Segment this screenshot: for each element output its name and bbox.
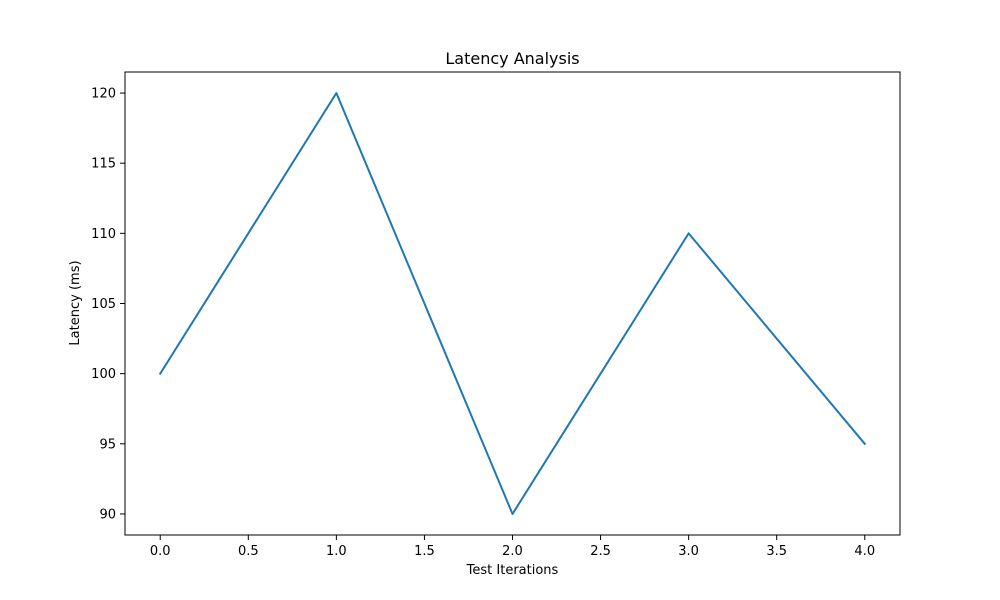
x-tick-label: 0.5 [238, 544, 259, 559]
chart-title: Latency Analysis [445, 49, 579, 68]
y-tick-label: 105 [91, 297, 116, 312]
x-tick-label: 2.5 [590, 544, 611, 559]
x-tick-label: 0.0 [150, 544, 171, 559]
y-tick-label: 95 [99, 437, 116, 452]
x-tick-label: 1.0 [326, 544, 347, 559]
x-axis-label: Test Iterations [466, 563, 559, 578]
x-tick-label: 3.0 [678, 544, 699, 559]
x-tick-label: 3.5 [766, 544, 787, 559]
x-tick-label: 4.0 [854, 544, 875, 559]
x-tick-label: 2.0 [502, 544, 523, 559]
series-line-0 [158, 92, 867, 515]
y-tick-label: 120 [91, 87, 116, 102]
plot-area: 0.0 0.5 1.0 1.5 2.0 2.5 3.0 3.5 4.0 90 95 100 105 110… [91, 71, 901, 559]
y-axis-label: Latency (ms) [68, 260, 83, 345]
y-tick-label: 115 [91, 157, 116, 172]
y-tick-label: 100 [91, 367, 116, 382]
y-tick-label: 110 [91, 227, 116, 242]
y-tick-label: 90 [99, 507, 116, 522]
x-tick-label: 1.5 [414, 544, 435, 559]
